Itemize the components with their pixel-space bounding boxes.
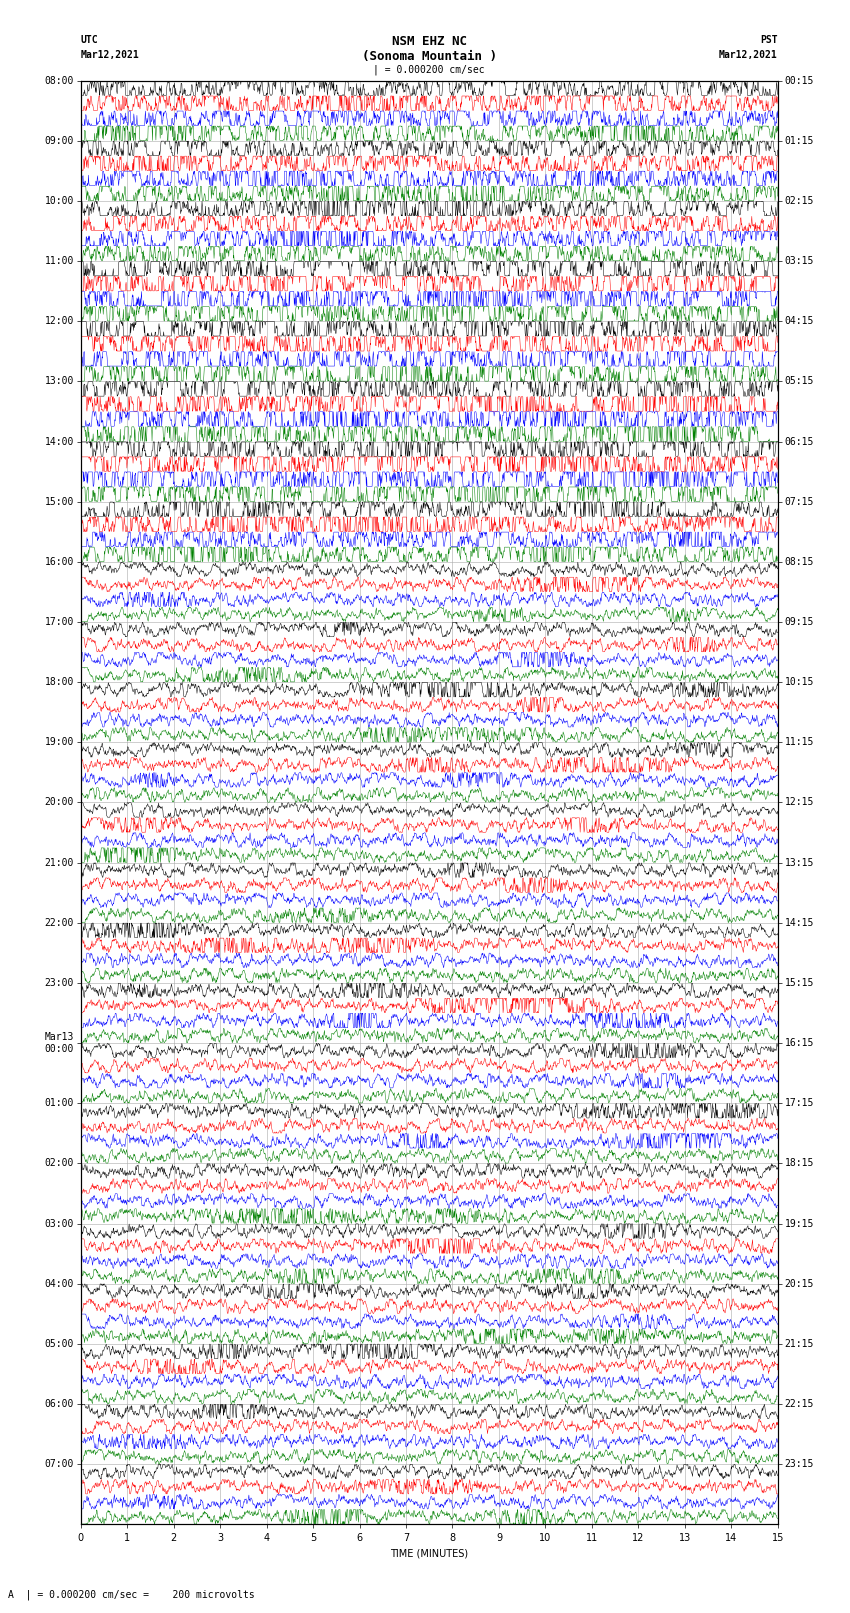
Text: Mar12,2021: Mar12,2021: [719, 50, 778, 60]
X-axis label: TIME (MINUTES): TIME (MINUTES): [390, 1548, 468, 1558]
Text: | = 0.000200 cm/sec: | = 0.000200 cm/sec: [373, 65, 485, 76]
Text: A  | = 0.000200 cm/sec =    200 microvolts: A | = 0.000200 cm/sec = 200 microvolts: [8, 1589, 255, 1600]
Text: UTC: UTC: [81, 35, 99, 45]
Text: (Sonoma Mountain ): (Sonoma Mountain ): [362, 50, 496, 63]
Text: NSM EHZ NC: NSM EHZ NC: [392, 35, 467, 48]
Text: Mar12,2021: Mar12,2021: [81, 50, 139, 60]
Text: PST: PST: [760, 35, 778, 45]
